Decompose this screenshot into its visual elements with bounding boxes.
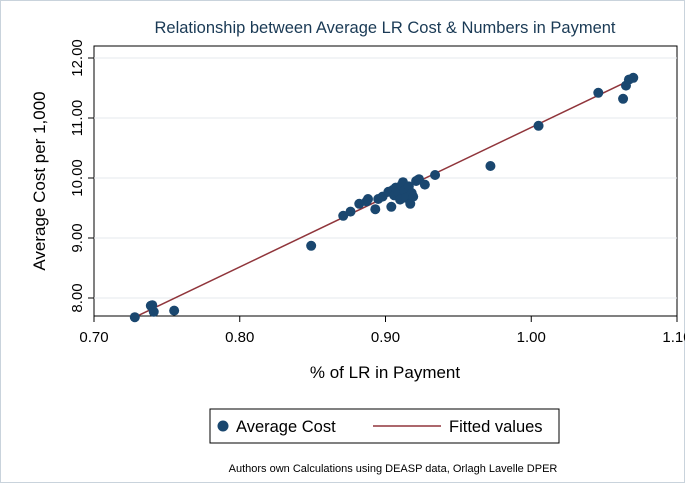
x-tick-label: 0.80 bbox=[225, 329, 254, 346]
data-point bbox=[618, 93, 629, 104]
data-point bbox=[306, 240, 317, 251]
data-point bbox=[345, 206, 356, 217]
data-point bbox=[363, 194, 374, 204]
scatter-points-layer bbox=[129, 72, 639, 323]
legend-label-average-cost: Average Cost bbox=[236, 418, 336, 436]
data-point bbox=[419, 179, 430, 190]
data-point bbox=[593, 87, 604, 98]
legend: Average Cost Fitted values bbox=[209, 408, 560, 444]
data-point bbox=[628, 72, 639, 83]
y-tick-label: 9.00 bbox=[69, 223, 86, 252]
data-point bbox=[148, 306, 159, 317]
data-point bbox=[485, 161, 496, 171]
data-point bbox=[386, 201, 397, 212]
y-axis-title: Average Cost per 1,000 bbox=[30, 91, 49, 270]
data-point bbox=[169, 305, 180, 316]
y-tick-label: 8.00 bbox=[69, 283, 86, 312]
x-tick-label: 0.90 bbox=[371, 329, 400, 346]
data-point bbox=[430, 170, 441, 180]
legend-label-fitted-values: Fitted values bbox=[449, 418, 543, 436]
y-tick-label: 12.00 bbox=[69, 39, 86, 77]
grid-lines bbox=[94, 57, 677, 299]
data-point bbox=[338, 210, 349, 221]
data-point bbox=[129, 312, 140, 323]
y-tick-label: 11.00 bbox=[69, 100, 86, 136]
x-tick-label: 1.10 bbox=[662, 329, 685, 346]
x-axis-title: % of LR in Payment bbox=[310, 363, 461, 382]
x-tick-label: 0.70 bbox=[79, 329, 108, 346]
axes-layer: 8.00 9.00 10.00 11.00 12.00 0.70 0.80 0.90 1.00 1… bbox=[69, 39, 685, 346]
chart-caption: Authors own Calculations using DEASP dat… bbox=[229, 463, 558, 475]
data-point bbox=[533, 120, 544, 131]
chart-title: Relationship between Average LR Cost & N… bbox=[154, 19, 615, 37]
legend-marker-average-cost bbox=[217, 420, 229, 432]
data-point bbox=[408, 191, 419, 202]
x-tick-label: 1.00 bbox=[517, 329, 546, 346]
plot-area bbox=[93, 45, 678, 317]
data-point bbox=[370, 204, 381, 215]
y-tick-label: 10.00 bbox=[69, 159, 86, 197]
